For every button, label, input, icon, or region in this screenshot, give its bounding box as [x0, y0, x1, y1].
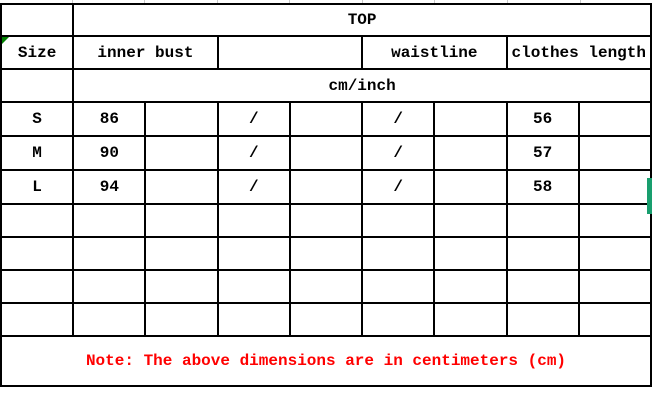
cell-m-blank-2[interactable]: [288, 135, 364, 171]
table-row-size-s: S 86 / / 56: [0, 101, 652, 137]
size-header-cell[interactable]: Size: [0, 35, 75, 70]
size-header-label: Size: [17, 43, 57, 62]
size-chart-table: TOP Size inner bust waistline clothes le…: [0, 3, 652, 387]
cell-l-slash-1[interactable]: /: [216, 169, 291, 205]
cell-size-s[interactable]: S: [0, 101, 75, 137]
empty-header-cell[interactable]: [216, 35, 364, 70]
table-row-size-l: L 94 / / 58: [0, 169, 652, 205]
unit-cell[interactable]: cm/inch: [72, 68, 652, 103]
cell-l-blank-2[interactable]: [288, 169, 364, 205]
cell-m-slash-1[interactable]: /: [216, 135, 291, 171]
spreadsheet-gridline-strip: [0, 0, 652, 4]
cell-s-blank-2[interactable]: [288, 101, 364, 137]
cell-l-clothes-length[interactable]: 58: [505, 169, 580, 205]
table-row-unit: cm/inch: [0, 68, 652, 103]
selection-marker-bar: [647, 178, 652, 214]
cell-m-blank-3[interactable]: [433, 135, 508, 171]
cell-m-waistline[interactable]: /: [361, 135, 436, 171]
table-row-empty: [0, 269, 652, 304]
cell-s-waistline[interactable]: /: [361, 101, 436, 137]
clothes-length-header-cell[interactable]: clothes length: [505, 35, 652, 70]
table-row-empty: [0, 236, 652, 271]
cell-s-blank-4[interactable]: [577, 101, 652, 137]
cell-l-inner-bust[interactable]: 94: [72, 169, 147, 205]
cell-l-blank-3[interactable]: [433, 169, 508, 205]
table-row-empty: [0, 302, 652, 337]
table-row-size-m: M 90 / / 57: [0, 135, 652, 171]
unit-row-empty-cell[interactable]: [0, 68, 75, 103]
table-row-empty: [0, 203, 652, 238]
cell-m-clothes-length[interactable]: 57: [505, 135, 580, 171]
waistline-header-cell[interactable]: waistline: [361, 35, 508, 70]
inner-bust-header-cell[interactable]: inner bust: [72, 35, 219, 70]
cell-size-m[interactable]: M: [0, 135, 75, 171]
cell-size-l[interactable]: L: [0, 169, 75, 205]
cell-s-clothes-length[interactable]: 56: [505, 101, 580, 137]
cell-m-inner-bust[interactable]: 90: [72, 135, 147, 171]
cell-s-blank-3[interactable]: [433, 101, 508, 137]
cell-corner-indicator-icon: [3, 38, 9, 44]
cell-s-blank-1[interactable]: [144, 101, 219, 137]
cell-m-blank-4[interactable]: [577, 135, 652, 171]
cell-l-waistline[interactable]: /: [361, 169, 436, 205]
corner-empty-cell[interactable]: [0, 3, 75, 37]
table-row-top-header: TOP: [0, 3, 652, 37]
cell-s-slash-1[interactable]: /: [216, 101, 291, 137]
cell-l-blank-4[interactable]: [577, 169, 652, 205]
top-header-cell[interactable]: TOP: [72, 3, 652, 37]
table-row-note: Note: The above dimensions are in centim…: [0, 335, 652, 387]
cell-m-blank-1[interactable]: [144, 135, 219, 171]
table-row-column-headers: Size inner bust waistline clothes length: [0, 35, 652, 70]
note-cell: Note: The above dimensions are in centim…: [0, 335, 652, 387]
cell-l-blank-1[interactable]: [144, 169, 219, 205]
cell-s-inner-bust[interactable]: 86: [72, 101, 147, 137]
